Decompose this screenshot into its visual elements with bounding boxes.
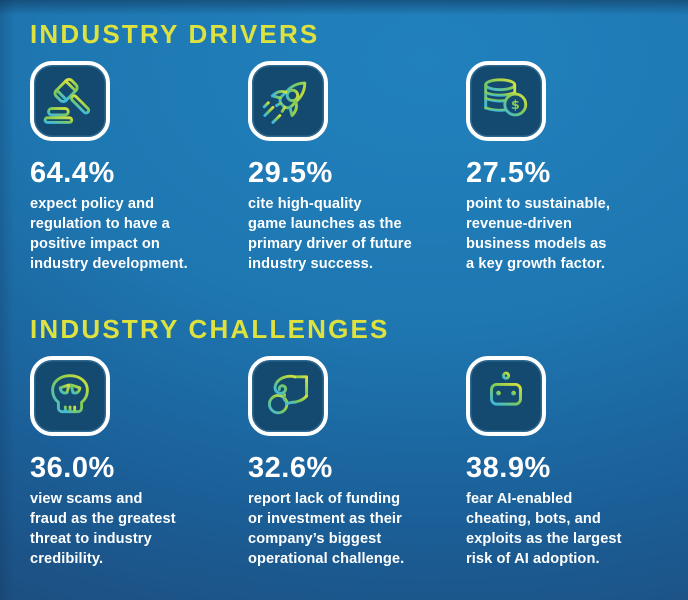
stat-description: point to sustainable, revenue-driven bus… [466,196,610,272]
icon-tile [248,356,328,436]
section-heading-drivers: INDUSTRY DRIVERS [30,19,320,49]
skull-icon [51,374,89,414]
stat-value: 32.6% [248,452,333,484]
coins-icon: $ [484,78,528,117]
icon-tile [248,61,328,141]
icon-tile [466,356,546,436]
stat-value: 27.5% [466,157,551,189]
rocket-icon [262,81,307,124]
stat-description: view scams and fraud as the greatest thr… [30,491,176,567]
icon-tile: $ [466,61,546,141]
icon-tile [30,356,110,436]
dollar-sign-glyph: $ [511,98,520,113]
drivers-cards-row: 64.4% expect policy and regulation to ha… [30,61,688,274]
robot-icon [490,371,522,413]
section-industry-drivers: INDUSTRY DRIVERS [30,20,688,274]
section-heading-challenges: INDUSTRY CHALLENGES [30,314,390,344]
hand-coin-icon [267,374,309,415]
stat-value: 29.5% [248,157,333,189]
infographic-page: INDUSTRY DRIVERS [30,20,688,569]
stat-value: 36.0% [30,452,115,484]
stat-description: report lack of funding or investment as … [248,491,405,567]
stat-value: 64.4% [30,157,115,189]
gavel-icon [43,78,91,124]
stat-description: fear AI-enabled cheating, bots, and expl… [466,491,622,567]
stat-card-game-launches: 29.5% cite high-quality game launches as… [248,61,466,274]
section-industry-challenges: INDUSTRY CHALLENGES [30,315,688,569]
stat-card-scams: 36.0% view scams and fraud as the greate… [30,356,248,569]
stat-description: cite high-quality game launches as the p… [248,196,412,272]
challenges-cards-row: 36.0% view scams and fraud as the greate… [30,356,688,569]
stat-card-ai-risk: 38.9% fear AI-enabled cheating, bots, an… [466,356,684,569]
stat-card-business-models: $ 27.5% point to sustainable, revenue-dr… [466,61,684,274]
stat-card-policy: 64.4% expect policy and regulation to ha… [30,61,248,274]
stat-description: expect policy and regulation to have a p… [30,196,188,272]
icon-tile [30,61,110,141]
stat-card-funding: 32.6% report lack of funding or investme… [248,356,466,569]
stat-value: 38.9% [466,452,551,484]
